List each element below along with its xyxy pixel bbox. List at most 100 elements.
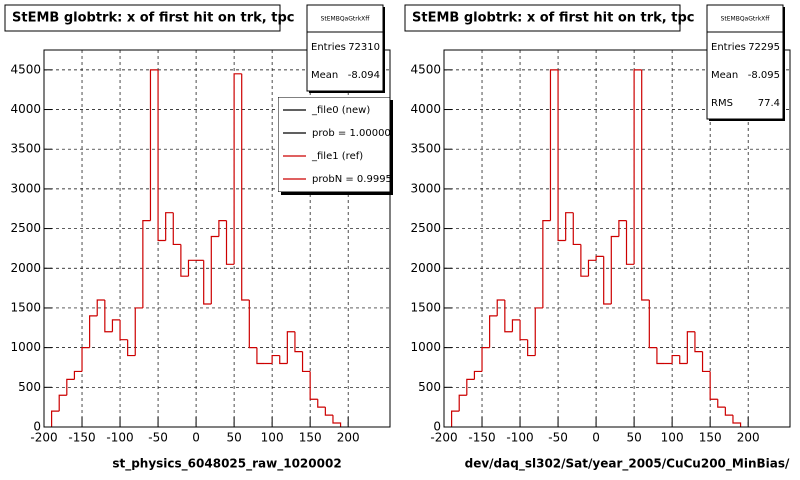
histogram-bin [279, 355, 288, 365]
histogram-bin [648, 300, 657, 349]
histogram-bin [610, 235, 619, 304]
x-tick-label: -50 [548, 431, 568, 445]
legend-label: _file0 (new) [311, 105, 370, 116]
histogram-bin [157, 69, 166, 242]
y-tick-label: 2000 [10, 261, 41, 275]
histogram-bin [332, 415, 342, 427]
histogram-bin [466, 378, 475, 396]
x-tick-label: 100 [261, 431, 284, 445]
legend-label: probN = 0.99950 [312, 174, 398, 185]
y-tick-label: 500 [18, 380, 41, 394]
stats-label: Mean [711, 70, 738, 81]
x-tick-label: -100 [506, 431, 533, 445]
histogram-bin [324, 407, 333, 416]
y-tick-label: 0 [433, 420, 441, 434]
histogram-bin [203, 260, 212, 305]
histogram-bin [187, 259, 197, 277]
histogram-bin [271, 354, 280, 364]
histogram-bin [96, 299, 105, 316]
histogram-bin [717, 399, 726, 408]
histogram-bin [451, 410, 460, 427]
histogram-bin [301, 351, 311, 373]
y-tick-label: 4000 [10, 102, 41, 116]
histogram-bin [233, 73, 242, 265]
stats-value: 72310 [348, 42, 380, 53]
histogram-bin [51, 410, 60, 427]
chart-title: StEMB globtrk: x of first hit on trk, tp… [412, 11, 695, 26]
histogram-bin [511, 319, 521, 332]
x-tick-label: -100 [106, 431, 133, 445]
histogram-bin [565, 212, 574, 241]
histogram-bin [549, 69, 559, 221]
histogram-bin [317, 399, 326, 408]
histogram-bin [633, 69, 642, 265]
histogram-bin [286, 331, 295, 364]
histogram-bin [294, 331, 303, 353]
x-tick-label: 100 [661, 431, 684, 445]
histogram-bin [671, 354, 680, 364]
histogram-bin [172, 212, 181, 246]
histogram-bin [701, 351, 711, 373]
stats-label: Entries [711, 42, 746, 53]
histogram-bin [679, 355, 688, 365]
histogram-bin [248, 300, 257, 349]
y-tick-label: 3000 [10, 181, 41, 195]
chart-title: StEMB globtrk: x of first hit on trk, tp… [12, 11, 295, 26]
histogram-bin [534, 307, 543, 356]
y-tick-label: 1000 [10, 340, 41, 354]
histogram-bin [149, 69, 159, 221]
y-tick-label: 4000 [410, 102, 441, 116]
legend-label: prob = 1.000000 [312, 128, 397, 139]
histogram-bin [656, 347, 665, 365]
stats-label: Mean [311, 70, 338, 81]
y-tick-label: 2500 [410, 221, 441, 235]
histogram-bin [603, 256, 612, 305]
histogram-bin [618, 220, 627, 237]
legend-box [278, 97, 390, 192]
stats-title: StEMBQaGtrkXff [321, 16, 371, 23]
histogram-bin [165, 212, 174, 241]
histogram-bin [580, 244, 589, 277]
y-tick-label: 1000 [410, 340, 441, 354]
y-tick-label: 2500 [10, 221, 41, 235]
x-tick-label: -150 [468, 431, 495, 445]
x-axis-label: st_physics_6048025_raw_1020002 [112, 457, 341, 472]
histogram-bin [542, 220, 551, 308]
legend-label: _file1 (ref) [311, 151, 363, 162]
histogram-bin [458, 394, 467, 412]
y-tick-label: 500 [418, 380, 441, 394]
x-tick-label: -200 [30, 431, 57, 445]
histogram-bin [111, 319, 121, 332]
histogram-bin [210, 235, 219, 304]
stats-title: StEMBQaGtrkXff [721, 16, 771, 23]
x-tick-label: 150 [299, 431, 322, 445]
x-tick-label: 50 [626, 431, 641, 445]
x-axis-label: dev/daq_sl302/Sat/year_2005/CuCu200_MinB… [465, 457, 790, 472]
title-box [4, 4, 281, 32]
x-tick-label: -50 [148, 431, 168, 445]
histogram-bin [225, 220, 235, 265]
histogram-bin [58, 394, 67, 412]
histogram-bin [519, 319, 528, 341]
histogram-bin [241, 73, 250, 301]
histogram-bin [473, 370, 483, 380]
histogram-bin [119, 319, 128, 341]
histogram-bin [504, 300, 513, 333]
x-tick-label: -150 [68, 431, 95, 445]
histogram-bin [587, 259, 597, 277]
histogram-bin [89, 315, 98, 348]
y-tick-label: 1500 [10, 300, 41, 314]
x-tick-label: 0 [592, 431, 600, 445]
plot-border [443, 49, 791, 428]
x-tick-label: -200 [430, 431, 457, 445]
y-tick-label: 4500 [410, 62, 441, 76]
histogram-bin [641, 69, 650, 301]
histogram-bin [142, 220, 151, 308]
x-tick-label: 200 [337, 431, 360, 445]
stats-label: Entries [311, 42, 346, 53]
y-tick-label: 3000 [410, 181, 441, 195]
histogram-bin [481, 347, 490, 372]
histogram-bin [81, 347, 90, 372]
histogram-bin [218, 220, 227, 237]
